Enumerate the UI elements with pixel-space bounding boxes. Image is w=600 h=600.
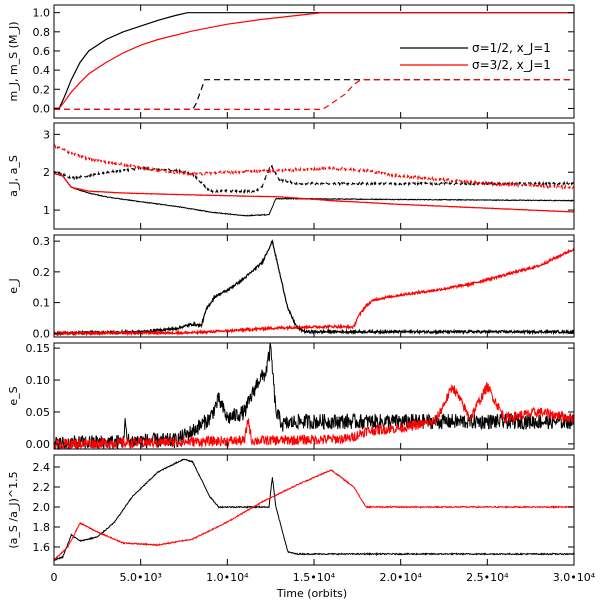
series-line-semimajor-1 — [54, 163, 574, 195]
y-tick-label-ecc_S: 0.05 — [26, 406, 51, 419]
y-axis-label-semimajor: a_J, a_S — [7, 155, 20, 197]
legend-label-red: σ=3/2, x_J=1 — [472, 58, 551, 72]
y-tick-label-mass: 1.0 — [33, 7, 51, 20]
y-tick-label-ratio: 1.8 — [33, 521, 51, 534]
series-line-ecc_J-0 — [54, 239, 574, 337]
y-tick-label-ratio: 2.2 — [33, 481, 51, 494]
series-line-mass-2 — [54, 12, 574, 109]
legend: σ=1/2, x_J=1 σ=3/2, x_J=1 — [400, 41, 551, 72]
x-tick-labels: 0 5.0•10³ 1.0•10⁴ 1.5•10⁴ 2.0•10⁴ 2.5•10⁴ 3.0•… — [51, 571, 596, 584]
series-line-semimajor-0 — [54, 172, 574, 217]
panel-frame-ecc_S — [53, 342, 575, 450]
series-line-mass-1 — [54, 79, 574, 110]
panel-ecc_J: 0.0 0.1 0.2 0.3 e_J — [7, 234, 575, 340]
y-tick-label-semimajor: 3 — [43, 128, 50, 141]
y-tick-label-ratio: 2.0 — [33, 501, 51, 514]
x-tick-label: 3.0•10⁴ — [553, 571, 596, 584]
panels-layer: 0.0 0.2 0.4 0.6 0.8 1.0 m_J, m_S (M_J) 1 2 3 a_J, … — [7, 4, 596, 584]
x-tick-label: 0 — [51, 571, 58, 584]
panel-frame-ecc_J — [53, 234, 575, 338]
y-tick-label-ecc_J: 0.2 — [33, 266, 51, 279]
x-tick-label: 1.5•10⁴ — [293, 571, 336, 584]
y-tick-label-ecc_J: 0.0 — [33, 327, 51, 340]
series-line-ratio-0 — [54, 458, 574, 562]
y-tick-label-ecc_S: 0.00 — [26, 438, 51, 451]
y-tick-label-ecc_S: 0.15 — [26, 342, 51, 355]
series-line-ecc_S-0 — [54, 343, 574, 449]
y-axis-label-mass: m_J, m_S (M_J) — [7, 22, 20, 102]
y-tick-label-mass: 0.6 — [33, 45, 51, 58]
x-tick-label: 1.0•10⁴ — [206, 571, 249, 584]
y-tick-label-mass: 0.0 — [33, 102, 51, 115]
panel-mass: 0.0 0.2 0.4 0.6 0.8 1.0 m_J, m_S (M_J) — [7, 4, 575, 119]
panel-frame-ratio — [53, 454, 575, 566]
series-line-semimajor-3 — [54, 143, 574, 190]
y-axis-label-ecc_J: e_J — [7, 278, 20, 294]
y-tick-label-mass: 0.2 — [33, 83, 51, 96]
panel-ratio: 1.6 1.8 2.0 2.2 2.4 (a_S /a_J)^1.5 — [7, 454, 575, 566]
y-tick-label-ratio: 1.6 — [33, 541, 51, 554]
y-tick-label-ratio: 2.4 — [33, 461, 51, 474]
x-tick-label: 2.0•10⁴ — [379, 571, 422, 584]
x-tick-label: 5.0•10³ — [119, 571, 161, 584]
series-line-mass-3 — [54, 79, 574, 110]
y-tick-label-mass: 0.8 — [33, 26, 51, 39]
series-line-ecc_J-1 — [54, 247, 574, 337]
panel-ecc_S: 0.00 0.05 0.10 0.15 e_S — [7, 342, 575, 451]
y-tick-label-mass: 0.4 — [33, 64, 51, 77]
y-tick-label-ecc_S: 0.10 — [26, 374, 51, 387]
panel-semimajor: 1 2 3 a_J, a_S — [7, 122, 575, 230]
legend-label-black: σ=1/2, x_J=1 — [472, 41, 551, 55]
series-line-semimajor-2 — [54, 172, 574, 213]
series-line-ratio-1 — [54, 469, 574, 562]
y-tick-label-semimajor: 2 — [43, 166, 50, 179]
y-axis-label-ecc_S: e_S — [7, 386, 20, 405]
x-tick-label: 2.5•10⁴ — [466, 571, 509, 584]
y-tick-label-ecc_J: 0.1 — [33, 297, 51, 310]
y-tick-label-semimajor: 1 — [43, 204, 50, 217]
y-tick-label-ecc_J: 0.3 — [33, 235, 51, 248]
panel-frame-semimajor — [53, 122, 575, 230]
x-axis-label: Time (orbits) — [276, 587, 347, 600]
y-axis-label-ratio: (a_S /a_J)^1.5 — [7, 471, 20, 548]
series-line-mass-0 — [54, 12, 574, 109]
